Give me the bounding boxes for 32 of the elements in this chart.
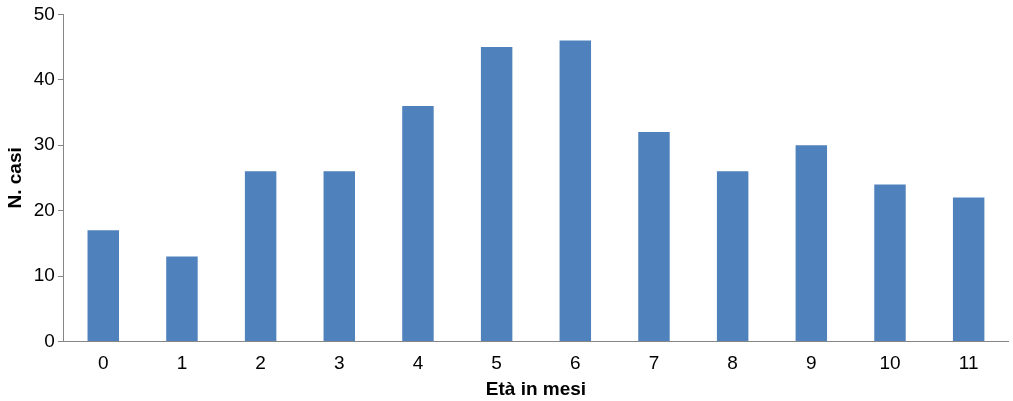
x-tick-label: 2 [255,352,266,374]
bar [952,197,985,341]
x-tick-label: 8 [727,352,738,374]
x-tick-label: 6 [570,352,581,374]
bar [874,184,906,341]
x-axis-title: Età in mesi [485,377,587,399]
bar [402,105,434,341]
x-tick-label: 0 [97,352,109,374]
x-tick-label: 1 [176,352,188,374]
x-tick-label: 5 [491,352,502,374]
bar [638,132,670,341]
y-tick-label: 50 [33,2,55,24]
y-tick-label: 30 [33,133,55,155]
y-tick-label: 40 [33,68,55,90]
y-axis-title: N. casi [3,147,25,209]
bar [87,230,119,341]
bar [480,47,513,341]
bar [323,171,356,341]
bar [716,171,749,341]
bar [795,145,828,341]
y-tick-label: 0 [44,329,55,351]
x-tick-label: 9 [806,352,817,374]
bar [559,40,592,341]
y-tick-label: 20 [33,198,55,220]
x-tick-label: 3 [334,352,345,374]
bar [166,256,198,341]
x-tick-label: 11 [958,352,979,374]
x-tick-label: 7 [648,352,660,374]
y-tick-label: 10 [33,264,55,286]
x-tick-label: 10 [879,352,901,374]
bar [244,171,277,341]
x-tick-label: 4 [412,352,424,374]
